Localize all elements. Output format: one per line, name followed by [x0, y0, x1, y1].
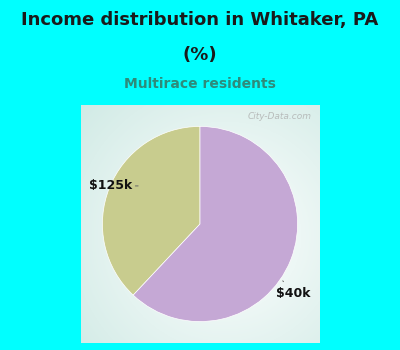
Text: Multirace residents: Multirace residents [124, 77, 276, 91]
Text: $40k: $40k [276, 281, 311, 300]
Wedge shape [102, 126, 200, 295]
Text: Income distribution in Whitaker, PA: Income distribution in Whitaker, PA [21, 10, 379, 28]
Text: City-Data.com: City-Data.com [248, 112, 312, 121]
Text: (%): (%) [183, 46, 217, 63]
Text: $125k: $125k [89, 180, 138, 193]
Wedge shape [133, 126, 298, 322]
